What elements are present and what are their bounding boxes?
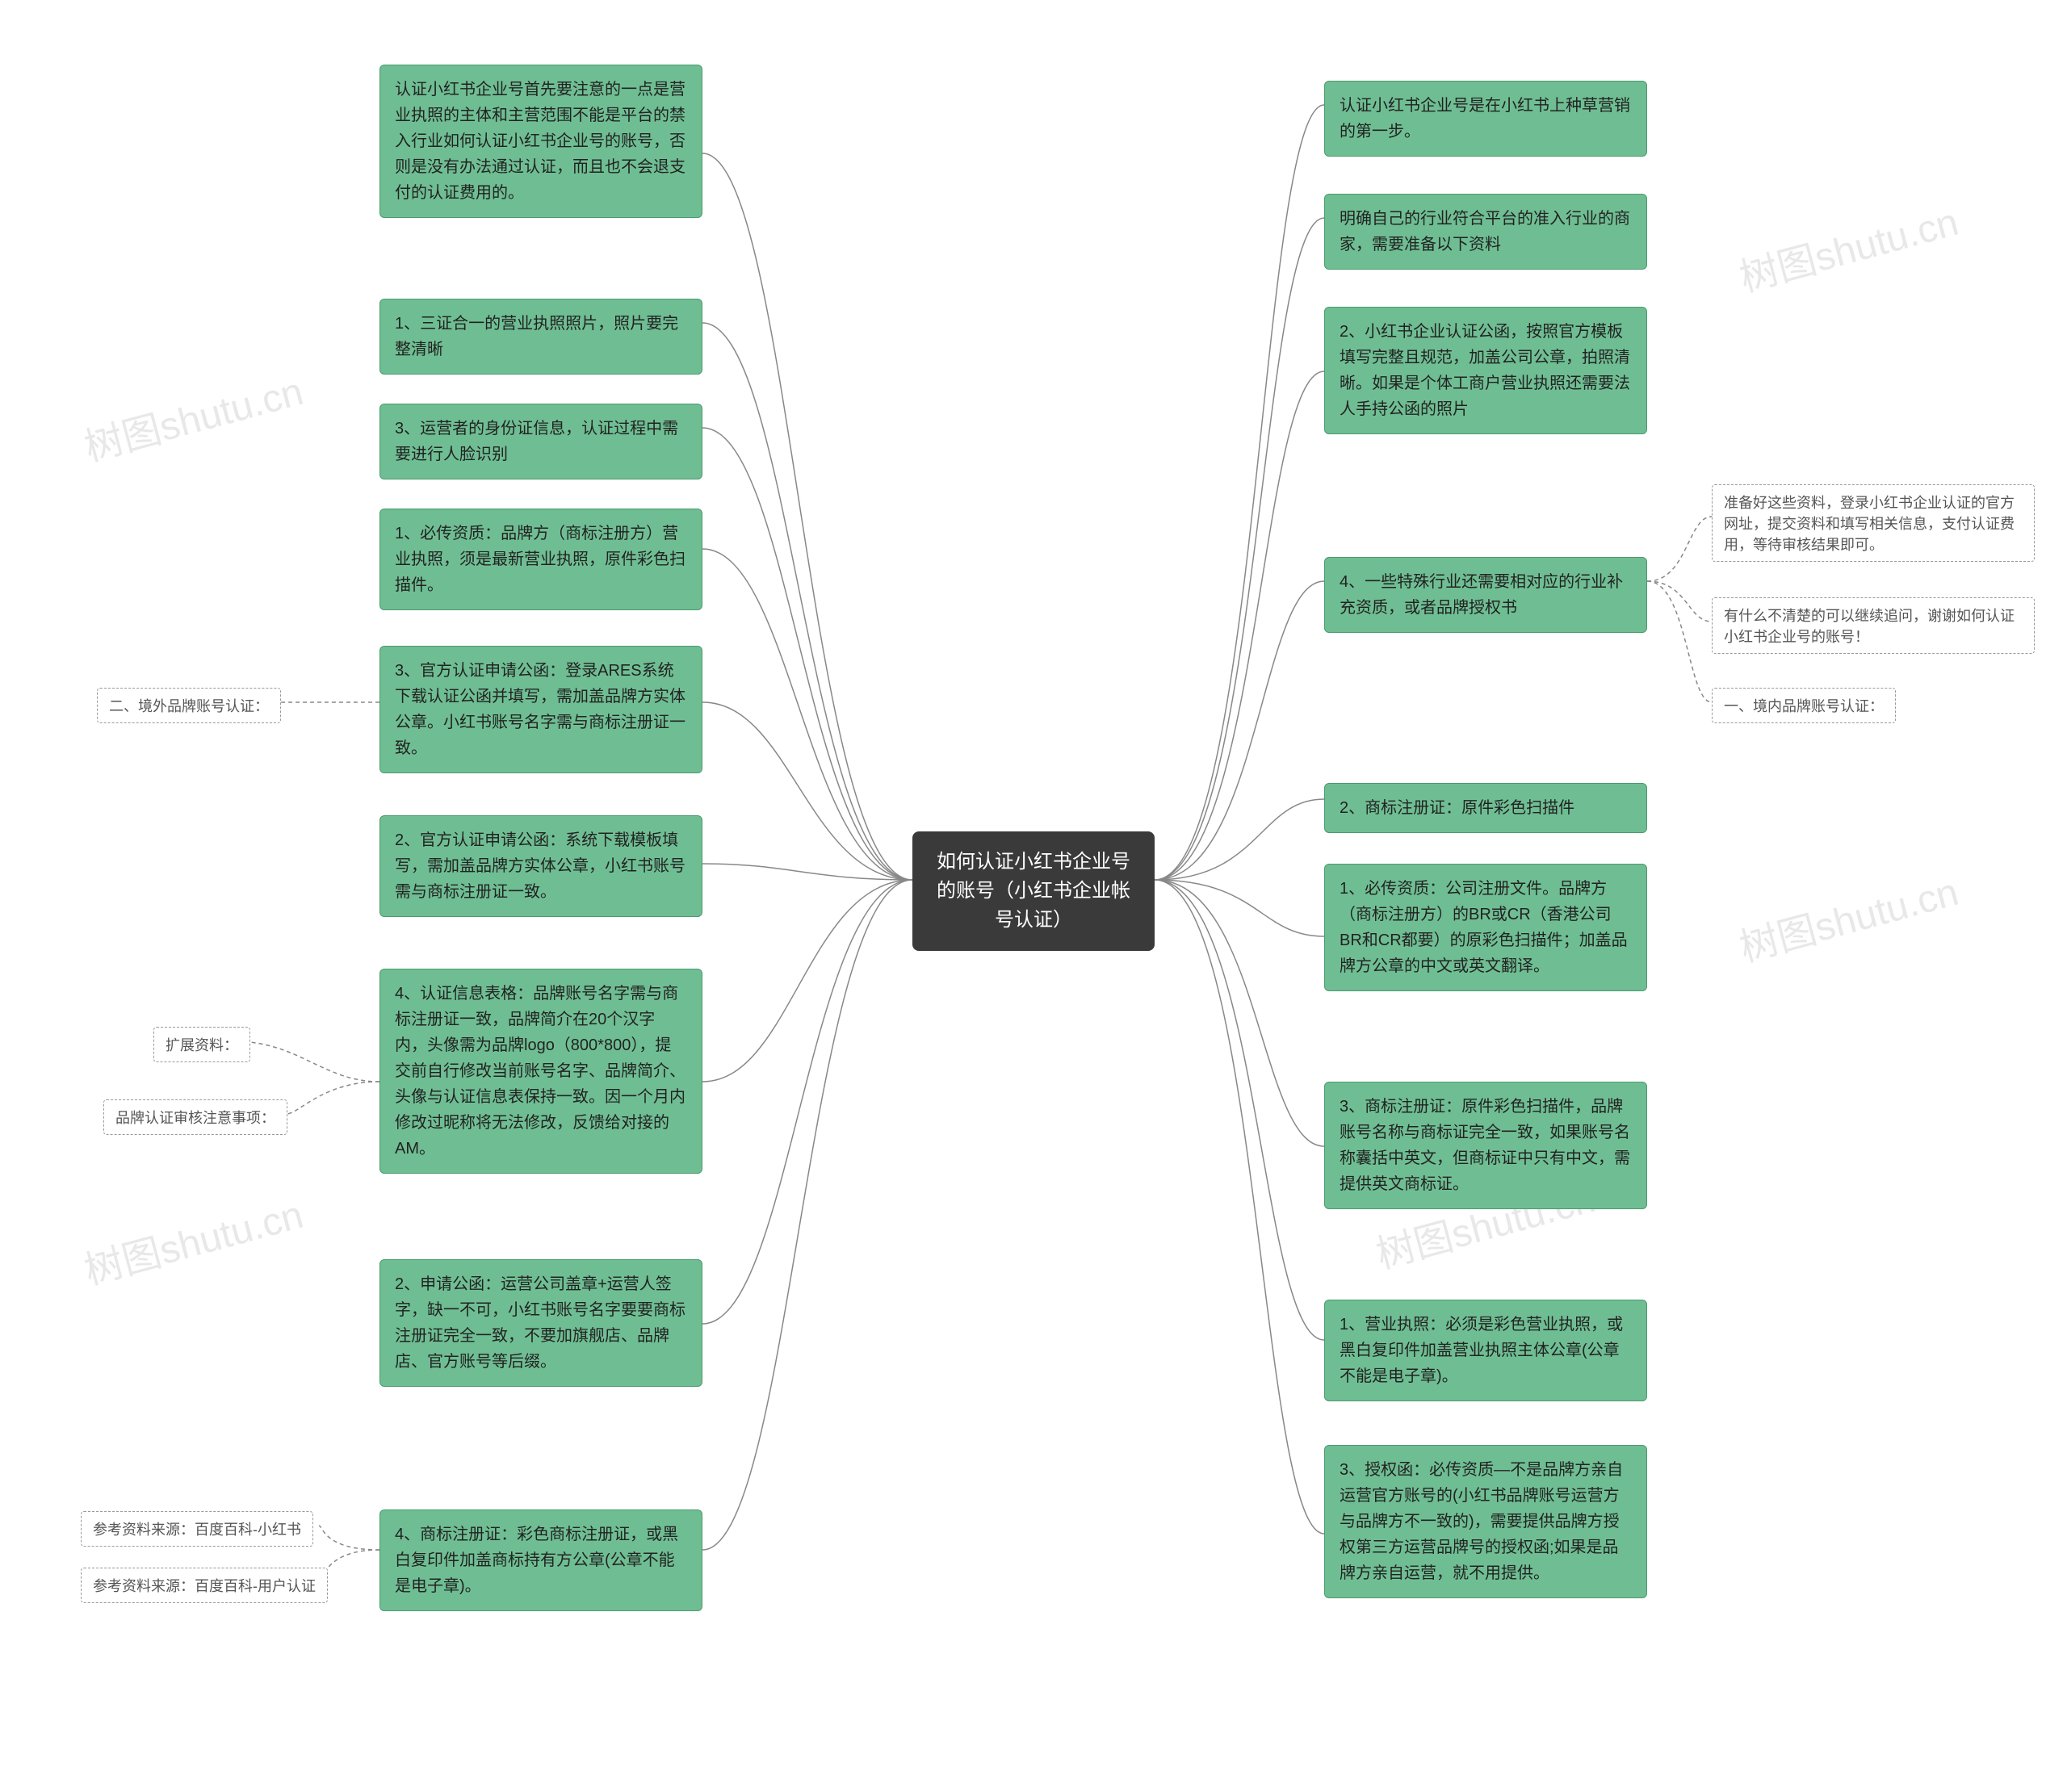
left-dashed-ref2: 参考资料来源：百度百科-用户认证 [81, 1568, 328, 1603]
right-dashed-prepare: 准备好这些资料，登录小红书企业认证的官方网址，提交资料和填写相关信息，支付认证费… [1712, 484, 2035, 562]
center-node: 如何认证小红书企业号的账号（小红书企业帐号认证） [912, 831, 1155, 951]
right-node-4: 4、一些特殊行业还需要相对应的行业补充资质，或者品牌授权书 [1324, 557, 1647, 633]
left-node-8: 2、申请公函：运营公司盖章+运营人签字，缺一不可，小红书账号名字要要商标注册证完… [379, 1259, 702, 1387]
right-node-9: 3、授权函：必传资质—不是品牌方亲自运营官方账号的(小红书品牌账号运营方与品牌方… [1324, 1445, 1647, 1598]
right-node-6: 1、必传资质：公司注册文件。品牌方（商标注册方）的BR或CR（香港公司BR和CR… [1324, 864, 1647, 991]
right-dashed-followup: 有什么不清楚的可以继续追问，谢谢如何认证小红书企业号的账号！ [1712, 597, 2035, 654]
left-node-4: 1、必传资质：品牌方（商标注册方）营业执照，须是最新营业执照，原件彩色扫描件。 [379, 509, 702, 610]
right-dashed-domestic: 一、境内品牌账号认证： [1712, 688, 1896, 723]
right-node-7: 3、商标注册证：原件彩色扫描件，品牌账号名称与商标证完全一致，如果账号名称囊括中… [1324, 1082, 1647, 1209]
right-node-8: 1、营业执照：必须是彩色营业执照，或黑白复印件加盖营业执照主体公章(公章不能是电… [1324, 1300, 1647, 1401]
left-dashed-audit: 品牌认证审核注意事项： [103, 1099, 287, 1135]
left-node-9: 4、商标注册证：彩色商标注册证，或黑白复印件加盖商标持有方公章(公章不能是电子章… [379, 1509, 702, 1611]
right-node-2: 明确自己的行业符合平台的准入行业的商家，需要准备以下资料 [1324, 194, 1647, 270]
left-node-2: 1、三证合一的营业执照照片，照片要完整清晰 [379, 299, 702, 375]
left-node-5: 3、官方认证申请公函：登录ARES系统下载认证公函并填写，需加盖品牌方实体公章。… [379, 646, 702, 773]
left-dashed-overseas: 二、境外品牌账号认证： [97, 688, 281, 723]
right-node-3: 2、小红书企业认证公函，按照官方模板填写完整且规范，加盖公司公章，拍照清晰。如果… [1324, 307, 1647, 434]
left-dashed-extension: 扩展资料： [153, 1027, 250, 1062]
left-node-1: 认证小红书企业号首先要注意的一点是营业执照的主体和主营范围不能是平台的禁入行业如… [379, 65, 702, 218]
right-node-5: 2、商标注册证：原件彩色扫描件 [1324, 783, 1647, 833]
watermark: 树图shutu.cn [78, 359, 308, 471]
left-node-6: 2、官方认证申请公函：系统下载模板填写，需加盖品牌方实体公章，小红书账号需与商标… [379, 815, 702, 917]
left-node-7: 4、认证信息表格：品牌账号名字需与商标注册证一致，品牌简介在20个汉字内，头像需… [379, 969, 702, 1174]
watermark: 树图shutu.cn [1733, 860, 1964, 972]
right-node-1: 认证小红书企业号是在小红书上种草营销的第一步。 [1324, 81, 1647, 157]
watermark: 树图shutu.cn [1733, 190, 1964, 302]
left-dashed-ref1: 参考资料来源：百度百科-小红书 [81, 1511, 313, 1547]
watermark: 树图shutu.cn [78, 1183, 308, 1295]
left-node-3: 3、运营者的身份证信息，认证过程中需要进行人脸识别 [379, 404, 702, 479]
